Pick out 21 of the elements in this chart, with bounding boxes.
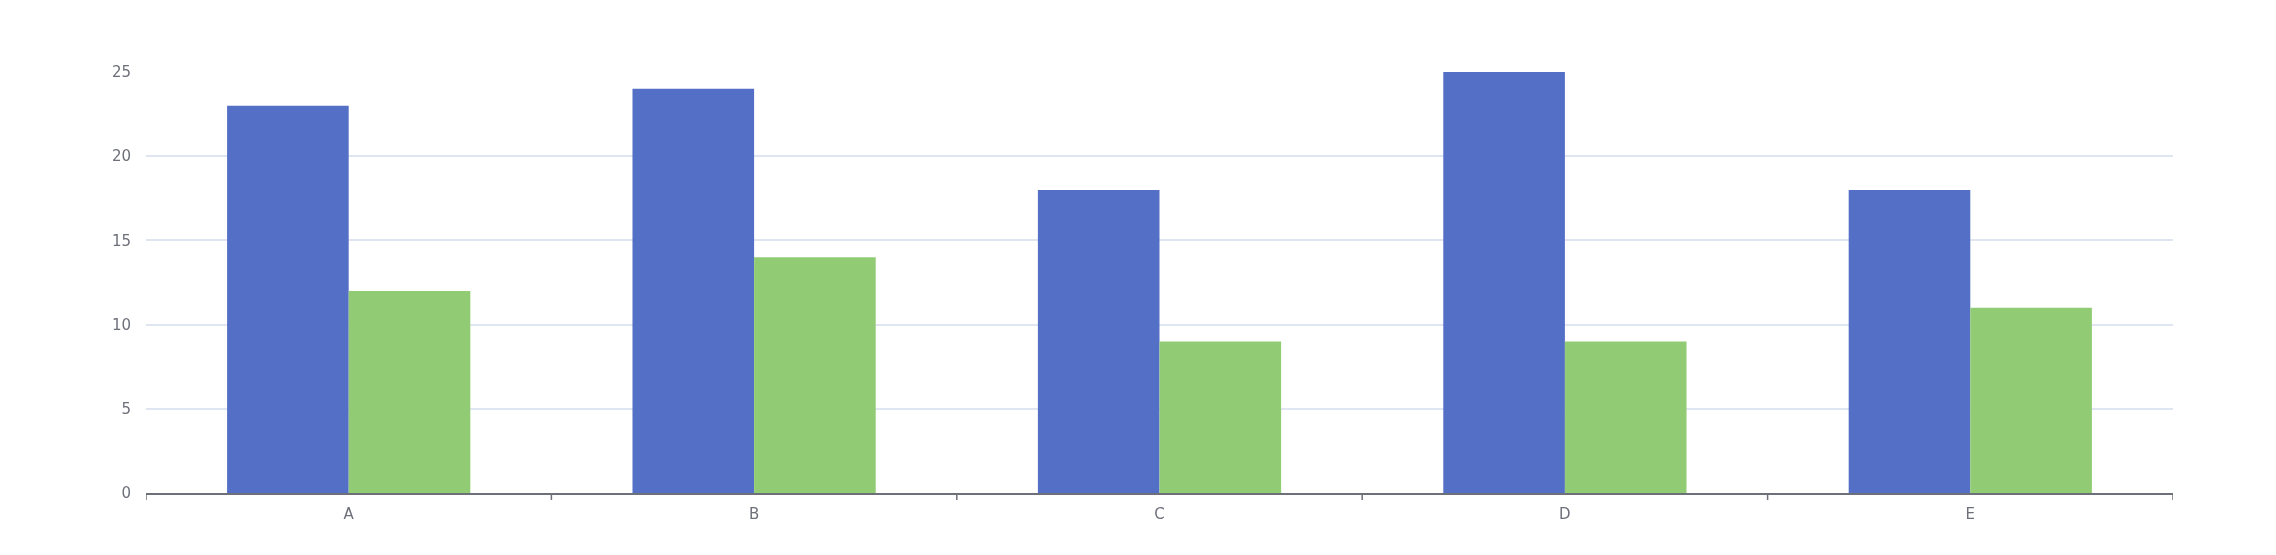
bar (227, 105, 349, 493)
bar (1037, 189, 1160, 493)
bar (1970, 307, 2092, 493)
x-tick-label: E (1965, 504, 1976, 523)
bar (1443, 72, 1565, 493)
x-tick-label: D (1559, 504, 1571, 523)
y-tick-label: 15 (111, 231, 131, 250)
x-tick-label: C (1154, 504, 1165, 523)
bar (754, 257, 876, 493)
y-tick-label: 10 (111, 315, 131, 334)
bar (348, 290, 471, 493)
y-tick-label: 0 (121, 484, 131, 503)
bar (1159, 341, 1282, 493)
bar (632, 88, 755, 493)
bar (1848, 189, 1971, 493)
x-tick-label: B (748, 504, 760, 523)
y-tick-label: 20 (111, 147, 131, 166)
y-tick-label: 25 (111, 63, 131, 82)
bar (1564, 341, 1687, 493)
x-tick-label: A (343, 504, 355, 523)
y-tick-label: 5 (121, 400, 131, 419)
